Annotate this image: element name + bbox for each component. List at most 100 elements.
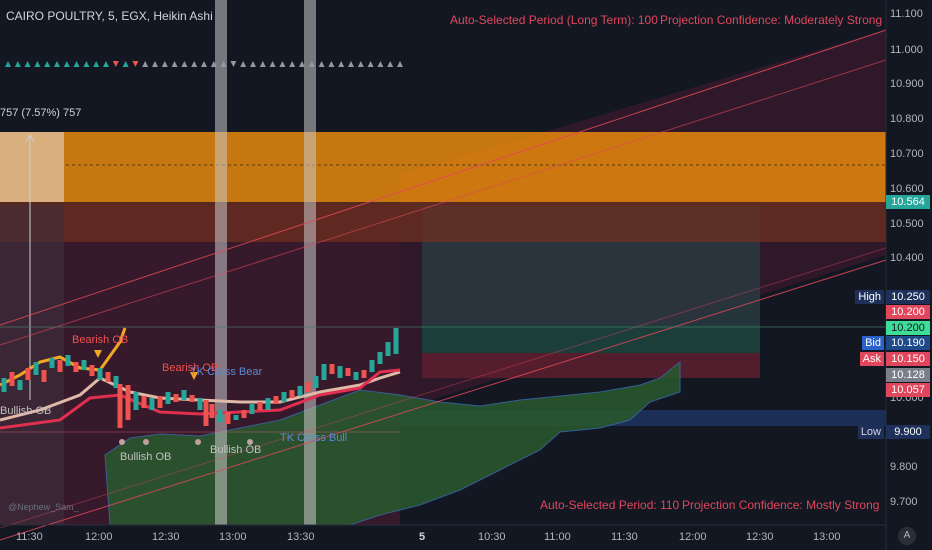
candle (393, 328, 399, 354)
ask-label: Ask (859, 352, 884, 366)
signal-up-icon (299, 61, 305, 67)
candle (189, 395, 195, 402)
price-tag-10057: 10.057 (886, 383, 930, 397)
price-tag-10200-red: 10.200 (886, 305, 930, 319)
signal-up-icon (348, 61, 354, 67)
candle (165, 392, 171, 404)
channel-upper-line (0, 29, 887, 326)
candle (105, 372, 111, 382)
supply-band (0, 202, 886, 242)
bearish-order-block-zone (0, 132, 886, 202)
price-tick: 10.600 (890, 183, 924, 195)
pivot-dot (247, 439, 253, 445)
price-tick: 9.800 (890, 461, 918, 473)
candle (133, 392, 139, 410)
candle (249, 404, 255, 414)
signal-down-icon (112, 61, 119, 67)
signal-up-icon (240, 61, 247, 67)
time-tick: 12:30 (152, 531, 180, 543)
measure-arrow-icon (25, 133, 35, 143)
candle (113, 376, 119, 388)
signal-up-icon (83, 61, 90, 67)
candle (337, 366, 343, 378)
price-scale-background[interactable] (886, 0, 932, 550)
candle (265, 398, 271, 410)
signal-up-icon (259, 61, 266, 67)
projection-period-top: Auto-Selected Period (Long Term): 100 (450, 13, 658, 27)
candle (281, 392, 287, 402)
pivot-dot (195, 439, 201, 445)
channel-lower-inner-line (0, 247, 887, 529)
candle (89, 365, 95, 376)
high-price-tag: 10.250 (886, 290, 930, 304)
chart-title[interactable]: CAIRO POULTRY, 5, EGX, Heikin Ashi (6, 9, 213, 23)
price-tag-10128: 10.128 (886, 368, 930, 382)
signal-up-icon (357, 61, 364, 67)
candle (33, 362, 39, 375)
bearish-ob-label: Bearish OB (72, 334, 129, 346)
ask-price-tag: 10.150 (886, 352, 930, 366)
time-tick: 12:00 (679, 531, 707, 543)
price-tag-10200-green: 10.200 (886, 321, 930, 335)
time-tick-day: 5 (419, 531, 426, 543)
time-tick: 13:00 (813, 531, 841, 543)
candle (305, 382, 311, 392)
price-tick: 11.000 (890, 44, 923, 56)
time-tick: 11:30 (16, 531, 43, 543)
time-tick: 11:00 (544, 531, 571, 543)
candle (65, 355, 71, 366)
auto-scale-button[interactable]: A (898, 527, 916, 545)
candle (217, 410, 223, 422)
tk-cross-bull-label: TK Cross Bull (280, 432, 348, 444)
candles-group (1, 328, 399, 428)
candle (49, 358, 55, 368)
bullish-ob-label: Bullish OB (210, 444, 262, 456)
candle (17, 380, 23, 390)
channel-upper-inner-line (0, 59, 887, 346)
candle (125, 385, 131, 420)
candle (345, 368, 351, 376)
candle (173, 394, 179, 402)
signal-up-icon (171, 61, 178, 67)
signal-up-icon (367, 61, 374, 67)
measure-label: 757 (7.57%) 757 (0, 107, 82, 119)
projection-box-red (422, 353, 760, 378)
signal-up-icon (34, 61, 41, 67)
signal-up-icon (122, 61, 129, 67)
candle (313, 376, 319, 388)
candle (141, 396, 147, 408)
signal-up-icon (210, 61, 217, 67)
candle (81, 360, 87, 370)
candle (297, 386, 303, 396)
candle (369, 360, 375, 372)
price-tick: 11.100 (890, 8, 923, 20)
candle (241, 410, 247, 418)
candle (361, 370, 367, 378)
projection-box-green (422, 325, 760, 353)
candle (57, 360, 63, 372)
bid-price-tag: 10.190 (886, 336, 930, 350)
candle (73, 362, 79, 372)
candle (257, 402, 263, 410)
candle (157, 396, 163, 408)
time-tick: 11:30 (611, 531, 638, 543)
candle (321, 364, 327, 380)
candle (289, 390, 295, 398)
candle (353, 372, 359, 380)
price-tick: 10.700 (890, 148, 924, 160)
signal-up-icon (93, 61, 100, 67)
signal-up-icon (142, 61, 149, 67)
measure-box (0, 132, 64, 202)
candle (97, 368, 103, 380)
price-tick: 10.900 (890, 78, 924, 90)
signal-up-icon (63, 61, 70, 67)
signal-up-icon (328, 61, 335, 67)
signal-up-icon (73, 61, 80, 67)
signal-up-icon (191, 61, 198, 67)
signal-up-icon (181, 61, 188, 67)
last-price-tag: 10.564 (886, 195, 930, 209)
candle (1, 378, 7, 392)
candle (225, 412, 231, 424)
